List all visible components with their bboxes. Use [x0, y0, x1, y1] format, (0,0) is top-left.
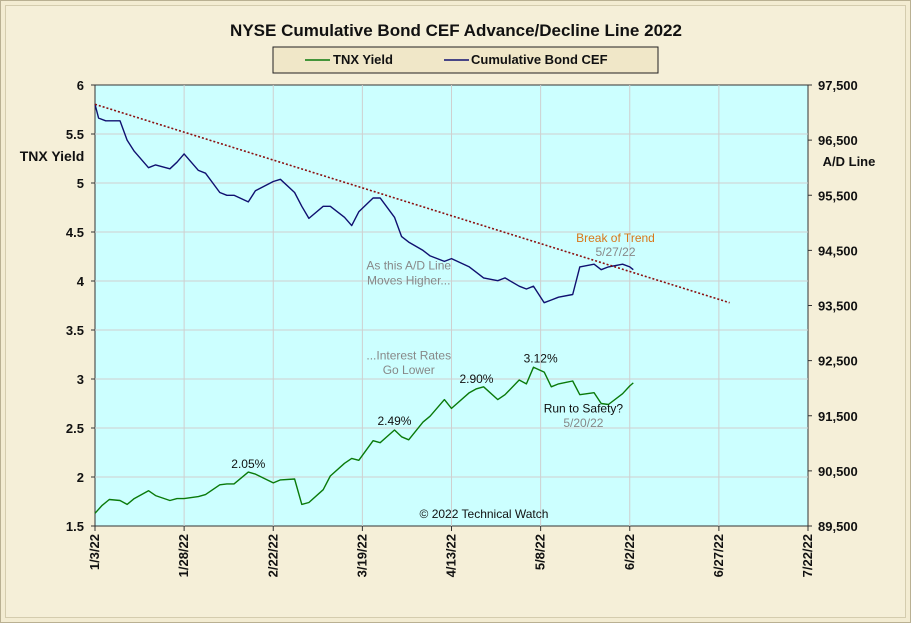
left-tick-label: 5.5 [66, 127, 84, 142]
right-tick-label: 95,500 [818, 188, 858, 203]
left-axis-ticks: 1.5 2 2.5 3 3.5 4 4.5 5 5.5 6 [66, 78, 95, 534]
legend: TNX Yield Cumulative Bond CEF [273, 47, 658, 73]
copyright-note: © 2022 Technical Watch [420, 507, 549, 521]
right-tick-label: 93,500 [818, 299, 858, 314]
chart-title: NYSE Cumulative Bond CEF Advance/Decline… [230, 21, 682, 40]
left-tick-label: 2 [77, 470, 84, 485]
legend-label-tnx: TNX Yield [333, 52, 393, 67]
annotation-label: Moves Higher... [367, 274, 450, 288]
left-tick-label: 4 [77, 274, 85, 289]
legend-label-cef: Cumulative Bond CEF [471, 52, 608, 67]
annotation-label: Run to Safety? [544, 401, 624, 415]
right-tick-label: 92,500 [818, 354, 858, 369]
x-tick-label: 3/19/22 [354, 534, 369, 577]
x-tick-label: 5/8/22 [533, 534, 548, 570]
annotation-label: Break of Trend [576, 231, 655, 245]
x-tick-label: 2/22/22 [265, 534, 280, 577]
x-axis-ticks: 1/3/22 1/28/22 2/22/22 3/19/22 4/13/22 5/8/22… [87, 526, 815, 577]
right-tick-label: 94,500 [818, 243, 858, 258]
x-tick-label: 6/27/22 [711, 534, 726, 577]
right-tick-label: 96,500 [818, 133, 858, 148]
x-tick-label: 6/2/22 [622, 534, 637, 570]
right-axis-ticks: 89,500 90,500 91,500 92,500 93,500 94,500 95,5… [808, 78, 858, 534]
annotation-label: 5/20/22 [563, 416, 603, 430]
annotation-label: 2.05% [231, 457, 265, 471]
right-tick-label: 97,500 [818, 78, 858, 93]
left-tick-label: 5 [77, 176, 84, 191]
left-tick-label: 3 [77, 372, 84, 387]
left-tick-label: 4.5 [66, 225, 84, 240]
annotation-label: 2.90% [459, 372, 493, 386]
annotation-label: Go Lower [383, 363, 435, 377]
left-tick-label: 1.5 [66, 519, 84, 534]
left-tick-label: 3.5 [66, 323, 84, 338]
annotation-label: 2.49% [377, 414, 411, 428]
right-tick-label: 89,500 [818, 519, 858, 534]
left-axis-title: TNX Yield [20, 148, 85, 164]
annotation-label: 5/27/22 [595, 245, 635, 259]
x-tick-label: 1/28/22 [176, 534, 191, 577]
x-tick-label: 4/13/22 [444, 534, 459, 577]
annotation-label: 3.12% [524, 351, 558, 365]
left-tick-label: 2.5 [66, 421, 84, 436]
annotation-label: As this A/D Line [366, 259, 451, 273]
x-tick-label: 1/3/22 [87, 534, 102, 570]
annotation-label: ...Interest Rates [366, 348, 451, 362]
x-tick-label: 7/22/22 [800, 534, 815, 577]
right-axis-title: A/D Line [823, 154, 876, 169]
left-tick-label: 6 [77, 78, 84, 93]
right-tick-label: 90,500 [818, 464, 858, 479]
right-tick-label: 91,500 [818, 409, 858, 424]
